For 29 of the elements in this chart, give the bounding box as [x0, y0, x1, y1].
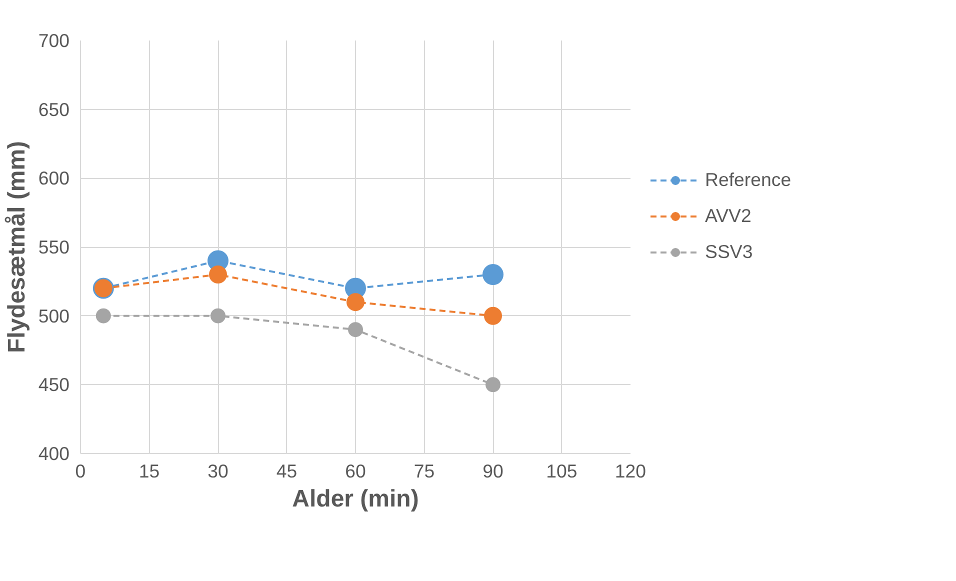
legend-label: SSV3 [705, 241, 753, 263]
legend-label: Reference [705, 169, 792, 191]
point [486, 377, 500, 392]
y-tick-label: 600 [38, 168, 70, 189]
point [209, 266, 227, 284]
x-axis-title: Alder (min) [292, 486, 419, 512]
point [348, 322, 363, 338]
point [96, 308, 111, 324]
x-tick-label: 60 [345, 460, 366, 482]
x-tick-label: 15 [138, 460, 160, 482]
y-tick-label: 550 [38, 236, 70, 258]
x-tick-label: 30 [208, 460, 228, 482]
x-tick-label: 120 [614, 460, 646, 482]
y-tick-label: 700 [38, 30, 70, 51]
point [484, 306, 502, 325]
y-axis-title: Flydesætmål (mm) [3, 140, 30, 354]
x-tick-label: 105 [546, 460, 578, 482]
x-tick-label: 75 [414, 460, 435, 482]
point [346, 293, 364, 312]
x-tick-label: 90 [482, 460, 504, 482]
y-tick-label: 650 [38, 98, 70, 120]
point [482, 264, 504, 286]
legend-label: AVV2 [705, 205, 752, 227]
x-tick-label: 45 [276, 460, 298, 482]
y-tick-label: 450 [38, 374, 70, 396]
point [210, 308, 226, 324]
y-tick-label: 500 [38, 305, 70, 326]
y-tick-label: 400 [38, 443, 70, 464]
x-tick-label: 0 [75, 460, 86, 482]
